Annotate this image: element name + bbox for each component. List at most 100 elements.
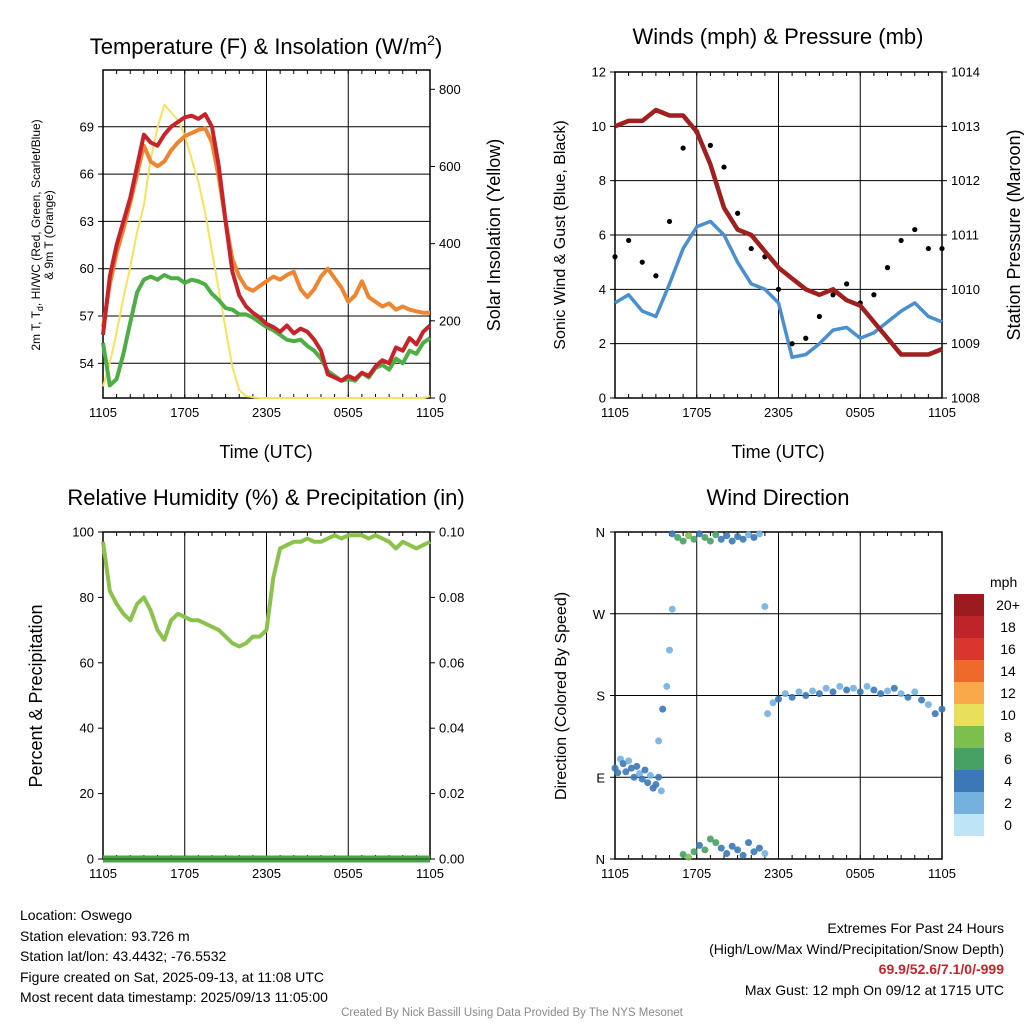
colorbar: 20+ 18 16 14 12 10 8 6 4 2 0 — [954, 594, 1020, 836]
winds-ylabel-left: Sonic Wind & Gust (Blue, Black) — [552, 120, 569, 349]
x-tick-label: 1705 — [682, 866, 711, 881]
winds-title: Winds (mph) & Pressure (mb) — [633, 24, 924, 49]
x-tick-label: 1105 — [416, 405, 444, 420]
y-right-tick-label: 1009 — [951, 336, 980, 351]
y-tick-label: 54 — [80, 356, 94, 371]
direction-point — [679, 537, 687, 545]
direction-point — [750, 533, 758, 541]
direction-point — [701, 533, 709, 541]
direction-point — [706, 537, 714, 545]
x-tick-label: 1705 — [170, 866, 199, 881]
y-tick-label: 80 — [80, 590, 94, 605]
y-right-tick-label: 0.06 — [439, 655, 464, 670]
direction-point — [836, 682, 844, 690]
y-tick-label: 60 — [80, 261, 94, 276]
y-tick-label: 69 — [80, 119, 94, 134]
colorbar-swatch — [954, 682, 984, 704]
direction-point — [641, 766, 649, 774]
colorbar-label: 4 — [1004, 773, 1012, 789]
direction-point — [924, 701, 932, 709]
gust-point — [666, 218, 673, 225]
x-tick-label: 1705 — [170, 405, 199, 420]
colorbar-swatch — [954, 770, 984, 792]
humidity-title: Relative Humidity (%) & Precipitation (i… — [67, 485, 464, 510]
y-tick-label: 4 — [599, 282, 606, 297]
y-tick-label: 2 — [599, 336, 606, 351]
direction-point — [755, 530, 763, 538]
y-right-tick-label: 1008 — [951, 391, 980, 406]
direction-point — [679, 850, 687, 858]
colorbar-label: 2 — [1004, 795, 1012, 811]
direction-point — [625, 757, 633, 765]
colorbar-label: 10 — [1000, 707, 1016, 723]
direction-point — [701, 846, 709, 854]
direction-point — [904, 693, 912, 701]
gust-point — [748, 245, 754, 252]
created-text: Figure created on Sat, 2025-09-13, at 11… — [20, 968, 325, 985]
direction-point — [764, 710, 772, 718]
colorbar-label: 0 — [1004, 817, 1012, 833]
direction-point — [668, 530, 676, 538]
colorbar-label: 16 — [1000, 641, 1016, 657]
y-tick-label: 57 — [80, 309, 94, 324]
y-right-tick-label: 800 — [439, 82, 461, 97]
latlon-text: Station lat/lon: 43.4432; -76.5532 — [20, 948, 227, 964]
y-right-tick-label: 1014 — [951, 65, 980, 80]
x-tick-label: 0505 — [846, 405, 875, 420]
direction-point — [884, 687, 891, 695]
y-right-tick-label: 200 — [439, 313, 461, 328]
direction-point — [633, 762, 641, 770]
colorbar-swatch — [954, 616, 984, 638]
direction-point — [619, 760, 627, 768]
x-tick-label: 1105 — [89, 866, 117, 881]
series-line-sonic-wind — [614, 219, 943, 360]
direction-point — [863, 682, 871, 690]
y-right-tick-label: 0.00 — [439, 852, 464, 867]
temperature-ylabel-left: 2m T, Td, HI/WC (Red, Green, Scarlet/Blu… — [29, 119, 45, 350]
colorbar-label: 12 — [1000, 685, 1016, 701]
extremes-info: Extremes For Past 24 Hours (High/Low/Max… — [709, 918, 1004, 1000]
direction-point — [755, 844, 763, 852]
gust-point — [925, 245, 931, 252]
y-right-tick-label: 400 — [439, 236, 461, 251]
y-tick-label: N — [596, 525, 605, 540]
x-tick-label: 2305 — [252, 405, 281, 420]
gust-point — [844, 281, 850, 287]
direction-ylabel-left: Direction (Colored By Speed) — [553, 592, 570, 800]
direction-point — [870, 686, 878, 694]
plot-frame-2: 1105 1705 2305 0505 11050204060801000.000.02… — [72, 525, 464, 882]
humidity-ylabel-left: Percent & Precipitation — [26, 604, 46, 787]
gust-point — [789, 341, 795, 347]
direction-point — [690, 848, 698, 856]
y-right-tick-label: 1011 — [951, 228, 979, 243]
direction-point — [636, 770, 644, 778]
direction-point — [911, 688, 919, 696]
x-tick-label: 0505 — [334, 405, 363, 420]
direction-point — [761, 602, 769, 610]
gust-point — [871, 292, 877, 298]
direction-point — [659, 705, 667, 713]
colorbar-label: 18 — [1000, 619, 1016, 635]
y-tick-label: 66 — [80, 167, 94, 182]
direction-point — [657, 787, 665, 795]
temperature-title: Temperature (F) & Insolation (W/m2) — [90, 32, 443, 59]
gust-point — [721, 164, 727, 170]
gust-point — [898, 237, 904, 244]
gust-point — [830, 292, 836, 298]
series-line-2m-t — [101, 112, 432, 383]
x-tick-label: 1105 — [89, 405, 117, 420]
colorbar-label: 6 — [1004, 751, 1012, 767]
max-gust-text: Max Gust: 12 mph On 09/12 at 1715 UTC — [744, 981, 1004, 998]
gust-point — [884, 265, 891, 271]
gust-point — [707, 142, 713, 148]
series-line-solar-insolation — [102, 103, 431, 399]
direction-point — [775, 695, 782, 703]
direction-point — [723, 532, 731, 540]
y-tick-label: 63 — [80, 214, 94, 229]
colorbar-swatch — [954, 594, 984, 616]
y-right-tick-label: 600 — [439, 159, 461, 174]
y-right-tick-label: 1012 — [951, 173, 980, 188]
colorbar-swatch — [954, 792, 984, 814]
